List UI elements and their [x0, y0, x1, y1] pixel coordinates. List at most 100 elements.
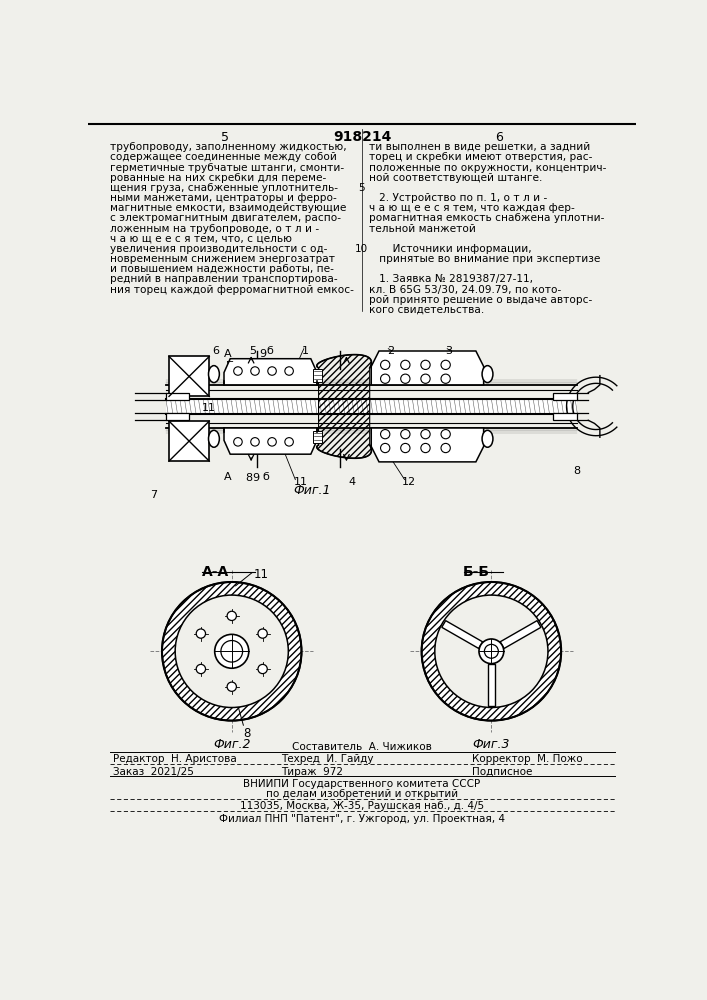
- Text: новременным снижением энергозатрат: новременным снижением энергозатрат: [110, 254, 335, 264]
- Text: 5: 5: [221, 131, 229, 144]
- Circle shape: [234, 367, 243, 375]
- Text: 2. Устройство по п. 1, о т л и -: 2. Устройство по п. 1, о т л и -: [369, 193, 547, 203]
- Circle shape: [251, 367, 259, 375]
- Circle shape: [268, 438, 276, 446]
- Text: 1: 1: [303, 346, 309, 356]
- Ellipse shape: [482, 430, 493, 447]
- Polygon shape: [371, 351, 484, 385]
- Text: 6: 6: [495, 131, 503, 144]
- Circle shape: [251, 438, 259, 446]
- Text: А-А: А-А: [202, 565, 230, 579]
- Circle shape: [401, 430, 410, 439]
- Text: рованные на них скребки для переме-: рованные на них скребки для переме-: [110, 173, 327, 183]
- Text: Филиал ПНП "Патент", г. Ужгород, ул. Проектная, 4: Филиал ПНП "Патент", г. Ужгород, ул. Про…: [219, 814, 505, 824]
- Text: Тираж  972: Тираж 972: [281, 767, 343, 777]
- Text: 11: 11: [202, 403, 216, 413]
- Circle shape: [421, 360, 430, 369]
- Circle shape: [479, 639, 504, 664]
- Circle shape: [441, 443, 450, 453]
- Circle shape: [380, 430, 390, 439]
- Circle shape: [441, 430, 450, 439]
- Text: ч а ю щ е е с я тем, что, с целью: ч а ю щ е е с я тем, что, с целью: [110, 234, 292, 244]
- Circle shape: [421, 443, 430, 453]
- Circle shape: [162, 582, 301, 721]
- Text: 3: 3: [445, 346, 452, 356]
- Text: ч а ю щ е е с я тем, что каждая фер-: ч а ю щ е е с я тем, что каждая фер-: [369, 203, 575, 213]
- Text: 8: 8: [245, 473, 252, 483]
- Text: ной соответствующей штанге.: ной соответствующей штанге.: [369, 173, 542, 183]
- Text: 8: 8: [243, 727, 251, 740]
- Text: 113035, Москва, Ж-35, Раушская наб., д. 4/5: 113035, Москва, Ж-35, Раушская наб., д. …: [240, 801, 484, 811]
- Bar: [166, 393, 189, 400]
- Text: б: б: [267, 346, 274, 356]
- Circle shape: [258, 664, 267, 674]
- Text: 7: 7: [151, 490, 158, 500]
- Text: принятые во внимание при экспертизе: принятые во внимание при экспертизе: [369, 254, 600, 264]
- Text: 11: 11: [293, 477, 308, 487]
- Text: содержащее соединенные между собой: содержащее соединенные между собой: [110, 152, 337, 162]
- Circle shape: [401, 374, 410, 383]
- Polygon shape: [224, 428, 317, 454]
- Text: ромагнитная емкость снабжена уплотни-: ромагнитная емкость снабжена уплотни-: [369, 213, 604, 223]
- Ellipse shape: [209, 366, 219, 383]
- Bar: [313, 431, 322, 443]
- Text: 1. Заявка № 2819387/27-11,: 1. Заявка № 2819387/27-11,: [369, 274, 533, 284]
- Circle shape: [215, 634, 249, 668]
- Circle shape: [227, 682, 236, 691]
- Circle shape: [401, 443, 410, 453]
- Text: 9: 9: [259, 349, 266, 359]
- Text: Фиг.2: Фиг.2: [213, 738, 250, 751]
- Bar: [166, 399, 577, 414]
- Bar: [169, 356, 209, 396]
- Circle shape: [484, 644, 498, 658]
- Text: Составитель  А. Чижиков: Составитель А. Чижиков: [292, 742, 432, 752]
- Text: ния торец каждой ферромагнитной емкос-: ния торец каждой ферромагнитной емкос-: [110, 285, 354, 295]
- Text: герметичные трубчатые штанги, смонти-: герметичные трубчатые штанги, смонти-: [110, 163, 344, 173]
- Circle shape: [268, 367, 276, 375]
- Text: 9: 9: [252, 473, 259, 483]
- Circle shape: [175, 595, 288, 708]
- Polygon shape: [224, 359, 317, 385]
- Text: А: А: [224, 349, 232, 359]
- Text: А: А: [224, 472, 232, 482]
- Text: ными манжетами, центраторы и ферро-: ными манжетами, центраторы и ферро-: [110, 193, 337, 203]
- Bar: [554, 393, 577, 400]
- Text: увеличения производительности с од-: увеличения производительности с од-: [110, 244, 327, 254]
- Text: рой принято решение о выдаче авторс-: рой принято решение о выдаче авторс-: [369, 295, 592, 305]
- Text: 5: 5: [249, 346, 256, 356]
- Bar: [166, 413, 189, 420]
- Bar: [169, 421, 209, 461]
- Text: с электромагнитным двигателем, распо-: с электромагнитным двигателем, распо-: [110, 213, 341, 223]
- Ellipse shape: [482, 366, 493, 383]
- Text: Техред  И. Гайду: Техред И. Гайду: [281, 754, 373, 764]
- Text: 918214: 918214: [333, 130, 391, 144]
- Text: торец и скребки имеют отверстия, рас-: торец и скребки имеют отверстия, рас-: [369, 152, 592, 162]
- Circle shape: [421, 582, 561, 721]
- Polygon shape: [488, 664, 495, 706]
- Text: 4: 4: [348, 477, 355, 487]
- Text: кл. В 65G 53/30, 24.09.79, по кото-: кл. В 65G 53/30, 24.09.79, по кото-: [369, 285, 561, 295]
- Text: 2: 2: [387, 346, 394, 356]
- Text: Редактор  Н. Аристова: Редактор Н. Аристова: [113, 754, 237, 764]
- Text: ти выполнен в виде решетки, а задний: ти выполнен в виде решетки, а задний: [369, 142, 590, 152]
- Text: 6: 6: [212, 346, 219, 356]
- Circle shape: [221, 641, 243, 662]
- Text: Фиг.3: Фиг.3: [472, 738, 510, 751]
- Text: Заказ  2021/25: Заказ 2021/25: [113, 767, 194, 777]
- Circle shape: [441, 360, 450, 369]
- Text: Корректор  М. Пожо: Корректор М. Пожо: [472, 754, 583, 764]
- Text: 12: 12: [402, 477, 416, 487]
- Bar: [313, 369, 322, 382]
- Text: ложенным на трубопроводе, о т л и -: ложенным на трубопроводе, о т л и -: [110, 224, 319, 234]
- Circle shape: [234, 438, 243, 446]
- Text: 8: 8: [573, 466, 580, 477]
- Text: б: б: [263, 472, 269, 482]
- Text: Фиг.1: Фиг.1: [293, 484, 332, 497]
- Polygon shape: [442, 621, 483, 648]
- Text: по делам изобретений и открытий: по делам изобретений и открытий: [266, 789, 458, 799]
- Circle shape: [285, 438, 293, 446]
- Circle shape: [441, 374, 450, 383]
- Circle shape: [421, 374, 430, 383]
- Text: ВНИИПИ Государственного комитета СССР: ВНИИПИ Государственного комитета СССР: [243, 779, 481, 789]
- Circle shape: [380, 443, 390, 453]
